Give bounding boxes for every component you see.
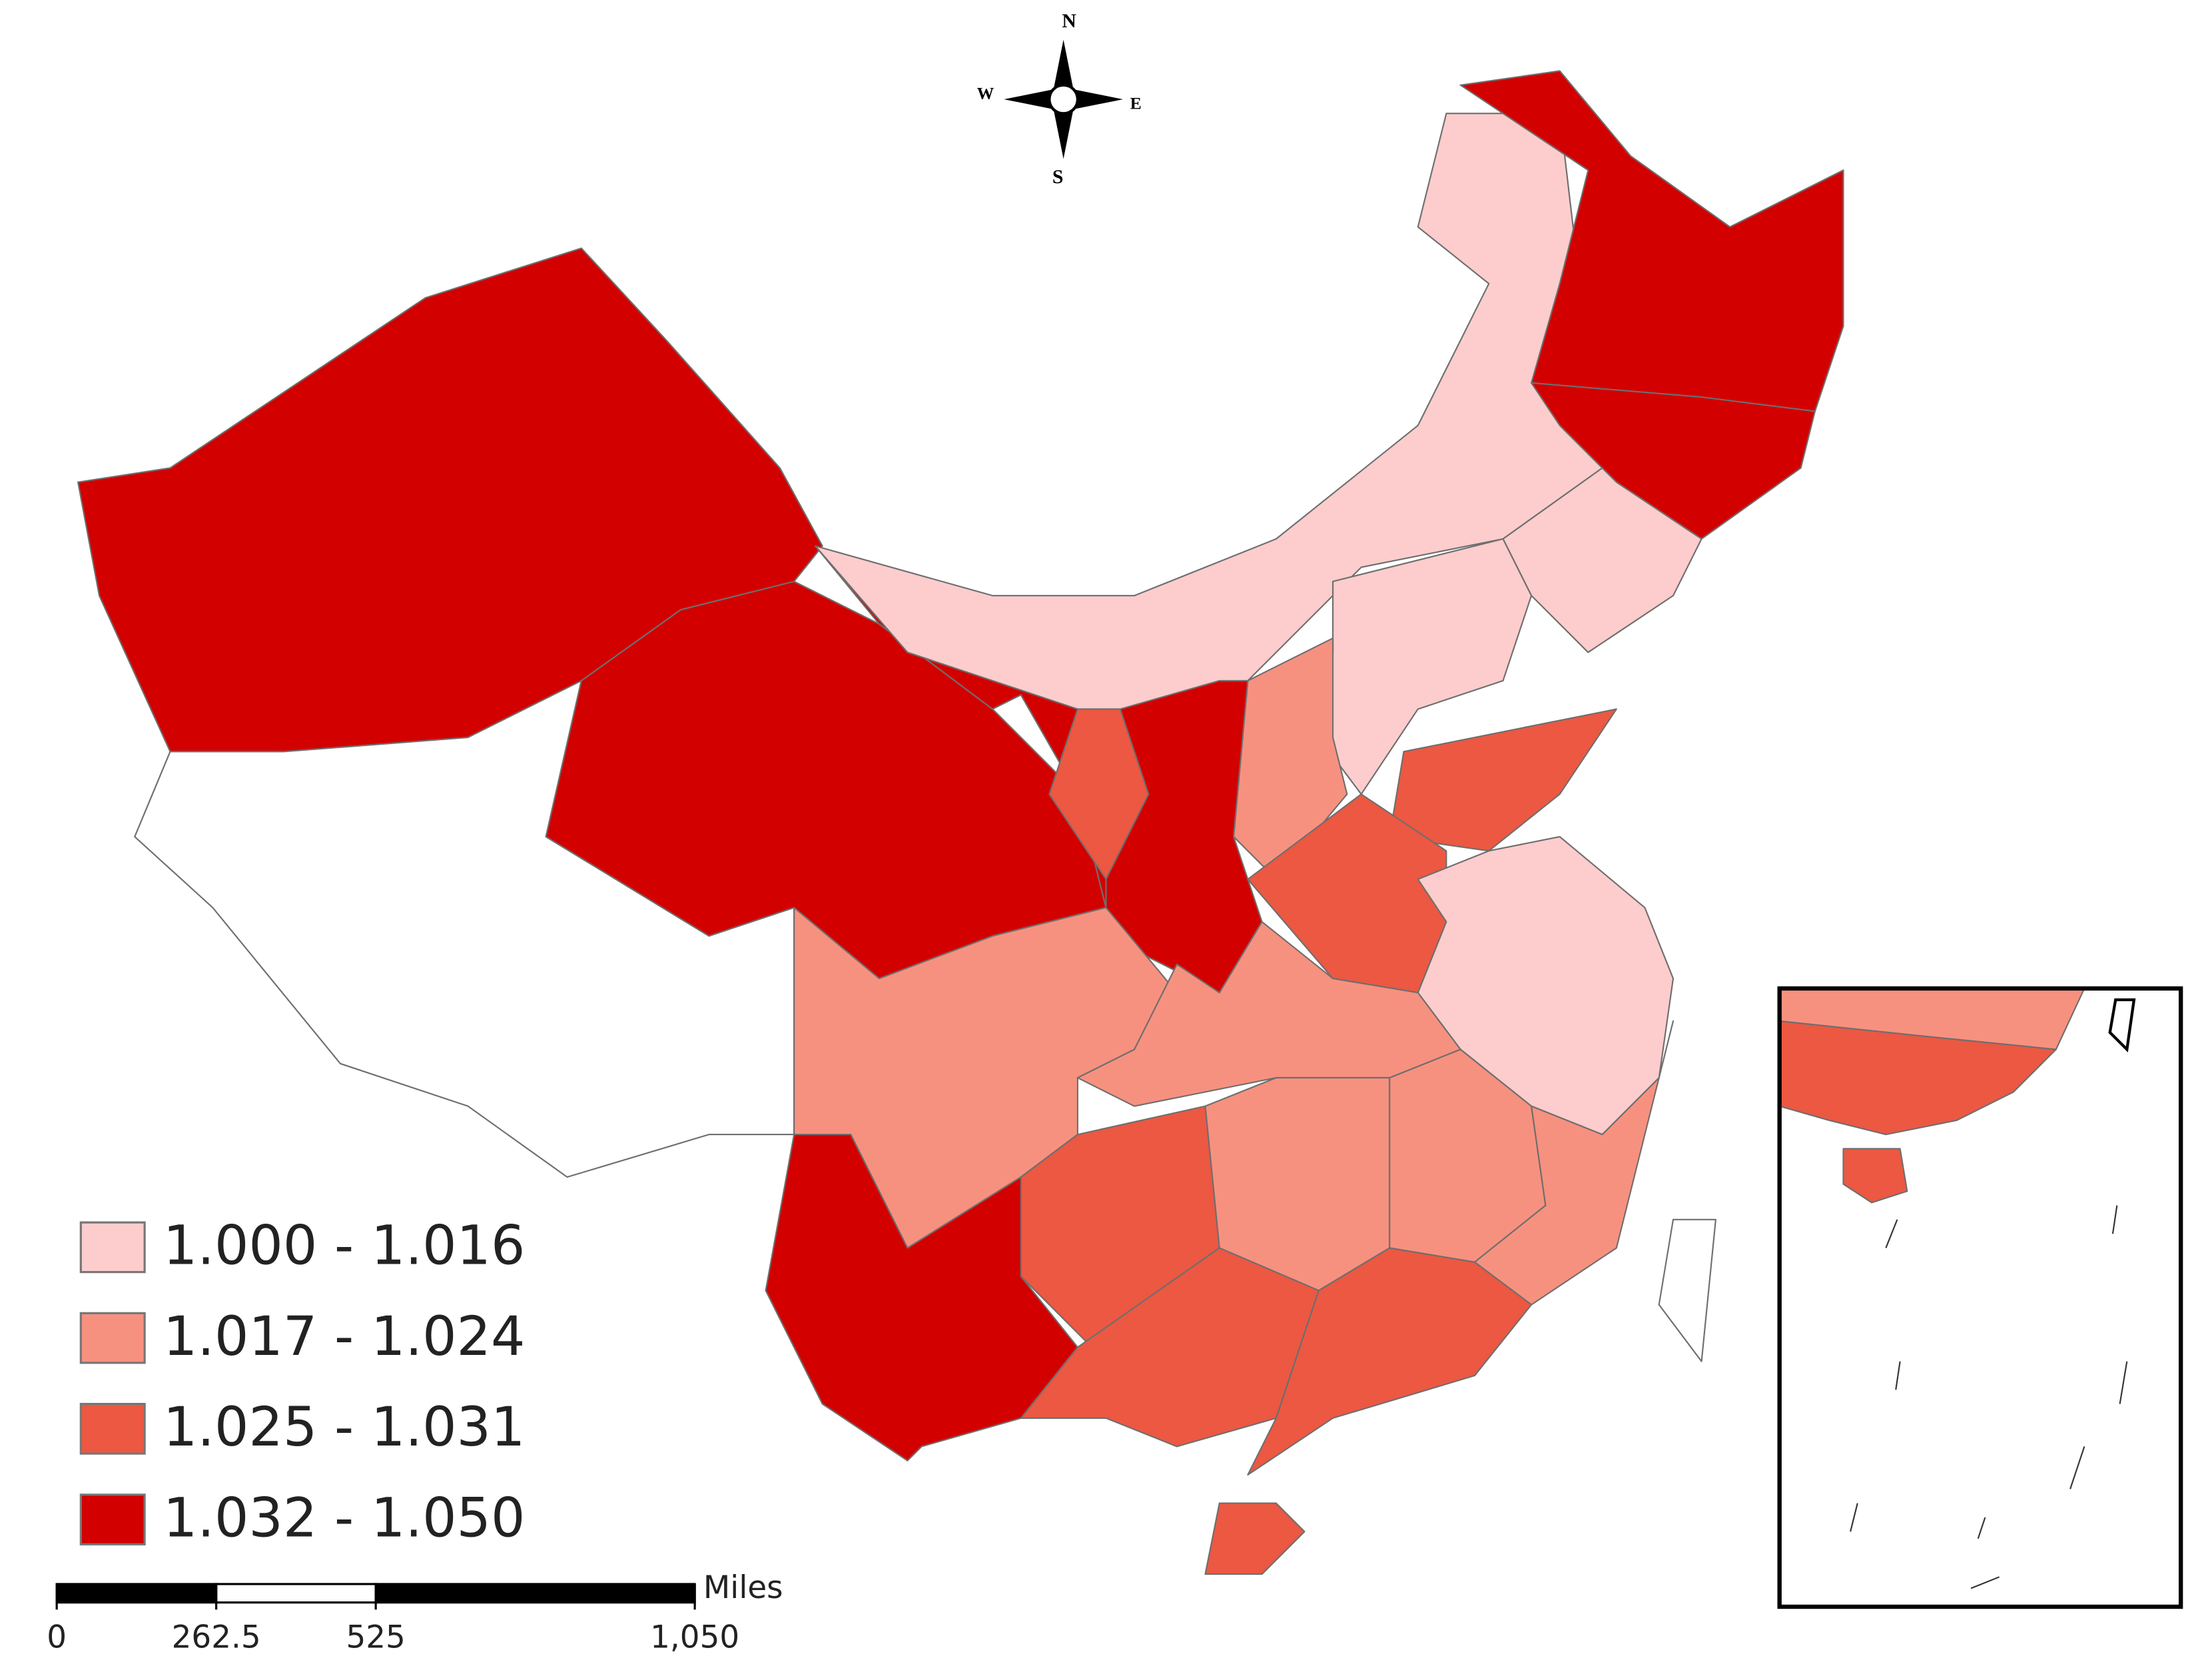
region — [1020, 1247, 1319, 1448]
compass-arrow — [1053, 39, 1074, 100]
compass-center — [1048, 83, 1080, 115]
inset-frame — [1777, 986, 2183, 1609]
region — [1204, 1502, 1305, 1575]
compass-arrow — [1063, 89, 1124, 109]
scale-segment — [374, 1583, 696, 1604]
region — [1473, 1020, 1674, 1306]
region — [1531, 382, 1816, 540]
inset-boundary — [1850, 1205, 2128, 1589]
inset — [1777, 986, 2183, 1609]
scale-label: 0 — [47, 1619, 67, 1655]
legend-label: 1.025 - 1.031 — [163, 1396, 526, 1459]
compass-arrow — [1004, 89, 1064, 109]
legend-swatch — [79, 1312, 146, 1364]
legend-label: 1.017 - 1.024 — [163, 1306, 526, 1368]
scale-label: 1,050 — [650, 1619, 739, 1655]
scale-unit: Miles — [703, 1570, 783, 1606]
legend: 1.000 - 1.016 1.017 - 1.024 1.025 - 1.031 1… — [79, 1215, 526, 1549]
legend-swatch — [79, 1221, 146, 1274]
compass-s: S — [1052, 166, 1064, 188]
scale-segment — [55, 1583, 218, 1604]
compass-e: E — [1130, 93, 1142, 113]
island-unshaded — [1658, 1218, 1716, 1362]
compass-w: W — [977, 84, 994, 103]
region — [1459, 70, 1844, 412]
scale-segment — [215, 1583, 377, 1604]
scale-label: 525 — [346, 1619, 405, 1655]
provinces — [77, 70, 1844, 1575]
island-unshaded — [2108, 998, 2136, 1052]
legend-swatch — [79, 1403, 146, 1455]
legend-label: 1.000 - 1.016 — [163, 1215, 526, 1278]
legend-swatch — [79, 1493, 146, 1545]
compass: N S E W — [977, 10, 1142, 188]
region — [1247, 1247, 1533, 1476]
region — [1389, 708, 1617, 852]
legend-label: 1.032 - 1.050 — [163, 1487, 526, 1549]
scale-bar: 0 262.5 525 1,050 Miles — [47, 1570, 783, 1656]
compass-n: N — [1062, 10, 1076, 32]
scale-label: 262.5 — [172, 1619, 261, 1655]
region — [1842, 1148, 1908, 1204]
compass-arrow — [1053, 99, 1074, 159]
region — [1502, 467, 1702, 653]
region — [1779, 1020, 2057, 1136]
